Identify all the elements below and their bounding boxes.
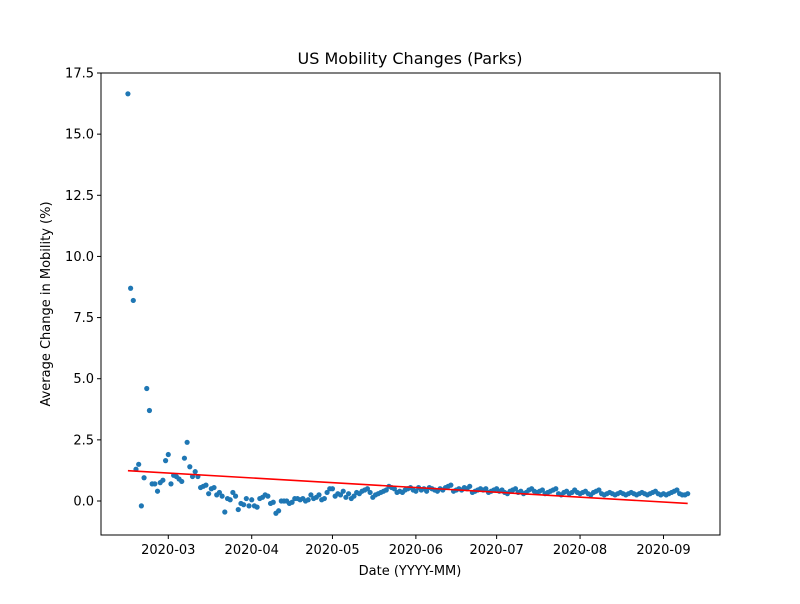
data-point: [249, 497, 255, 503]
data-point: [232, 493, 239, 499]
data-point: [168, 481, 174, 487]
data-point: [246, 503, 252, 509]
data-point: [351, 493, 357, 499]
data-point: [203, 482, 209, 488]
data-point: [187, 464, 193, 470]
data-point: [685, 491, 691, 497]
data-point: [316, 492, 322, 498]
data-point: [391, 486, 397, 492]
data-point: [265, 493, 271, 499]
data-point: [154, 488, 161, 494]
x-tick-label: 2020-04: [225, 543, 279, 558]
y-tick-label: 15.0: [65, 128, 94, 143]
data-point: [276, 508, 282, 514]
y-tick-label: 12.5: [65, 189, 94, 204]
y-axis-label: Average Change in Mobility (%): [39, 201, 54, 406]
data-point: [270, 499, 276, 505]
x-tick-label: 2020-09: [636, 543, 690, 558]
data-point: [448, 482, 454, 488]
data-point: [162, 458, 169, 464]
data-point: [181, 455, 188, 461]
data-point: [230, 489, 236, 496]
data-point: [243, 495, 249, 502]
data-point: [184, 439, 190, 445]
data-point: [152, 481, 158, 487]
data-point: [483, 486, 489, 492]
data-point: [321, 495, 327, 502]
data-point: [128, 285, 134, 291]
data-point: [141, 475, 147, 481]
data-point: [305, 497, 311, 503]
data-point: [227, 497, 233, 503]
data-point: [674, 487, 680, 493]
data-point: [144, 385, 150, 392]
y-tick-label: 7.5: [73, 311, 94, 326]
data-point: [130, 297, 136, 304]
y-tick-label: 2.5: [73, 433, 94, 448]
data-point: [329, 486, 336, 492]
data-point: [138, 503, 144, 509]
x-tick-label: 2020-05: [305, 543, 359, 558]
y-tick-label: 10.0: [65, 250, 94, 265]
data-point: [383, 487, 389, 493]
data-point: [364, 486, 371, 492]
data-point: [241, 502, 247, 508]
data-point: [136, 461, 142, 467]
data-point: [367, 489, 373, 496]
x-tick-label: 2020-07: [469, 543, 523, 558]
data-point: [553, 486, 559, 492]
data-point: [192, 469, 198, 475]
data-point: [222, 509, 228, 515]
data-point: [125, 91, 131, 97]
data-point: [289, 499, 295, 505]
data-point: [160, 477, 166, 483]
data-point: [467, 483, 473, 489]
data-point: [206, 491, 212, 497]
data-point: [165, 451, 171, 458]
data-point: [179, 478, 185, 485]
data-point: [596, 487, 602, 493]
data-point: [413, 488, 419, 494]
data-point: [216, 489, 223, 496]
y-tick-label: 17.5: [65, 67, 94, 82]
data-point: [254, 504, 260, 510]
chart-title: US Mobility Changes (Parks): [298, 49, 523, 68]
x-tick-label: 2020-06: [389, 543, 443, 558]
data-point: [340, 488, 346, 494]
data-point: [424, 488, 430, 494]
trend-line: [127, 469, 688, 505]
y-tick-label: 5.0: [73, 372, 94, 387]
data-point: [235, 506, 241, 513]
data-point: [343, 494, 349, 500]
plot-frame: [100, 72, 721, 536]
data-point: [219, 493, 225, 499]
data-point: [539, 487, 545, 493]
data-point: [337, 492, 344, 498]
y-tick-label: 0.0: [73, 495, 94, 510]
x-axis-label: Date (YYYY-MM): [359, 564, 462, 579]
data-point: [211, 484, 217, 491]
data-point: [512, 486, 519, 492]
data-point: [146, 407, 153, 414]
data-point: [324, 489, 330, 496]
x-tick-label: 2020-08: [553, 543, 607, 558]
x-tick-label: 2020-03: [141, 543, 195, 558]
data-point: [308, 492, 314, 498]
data-point: [346, 491, 352, 497]
